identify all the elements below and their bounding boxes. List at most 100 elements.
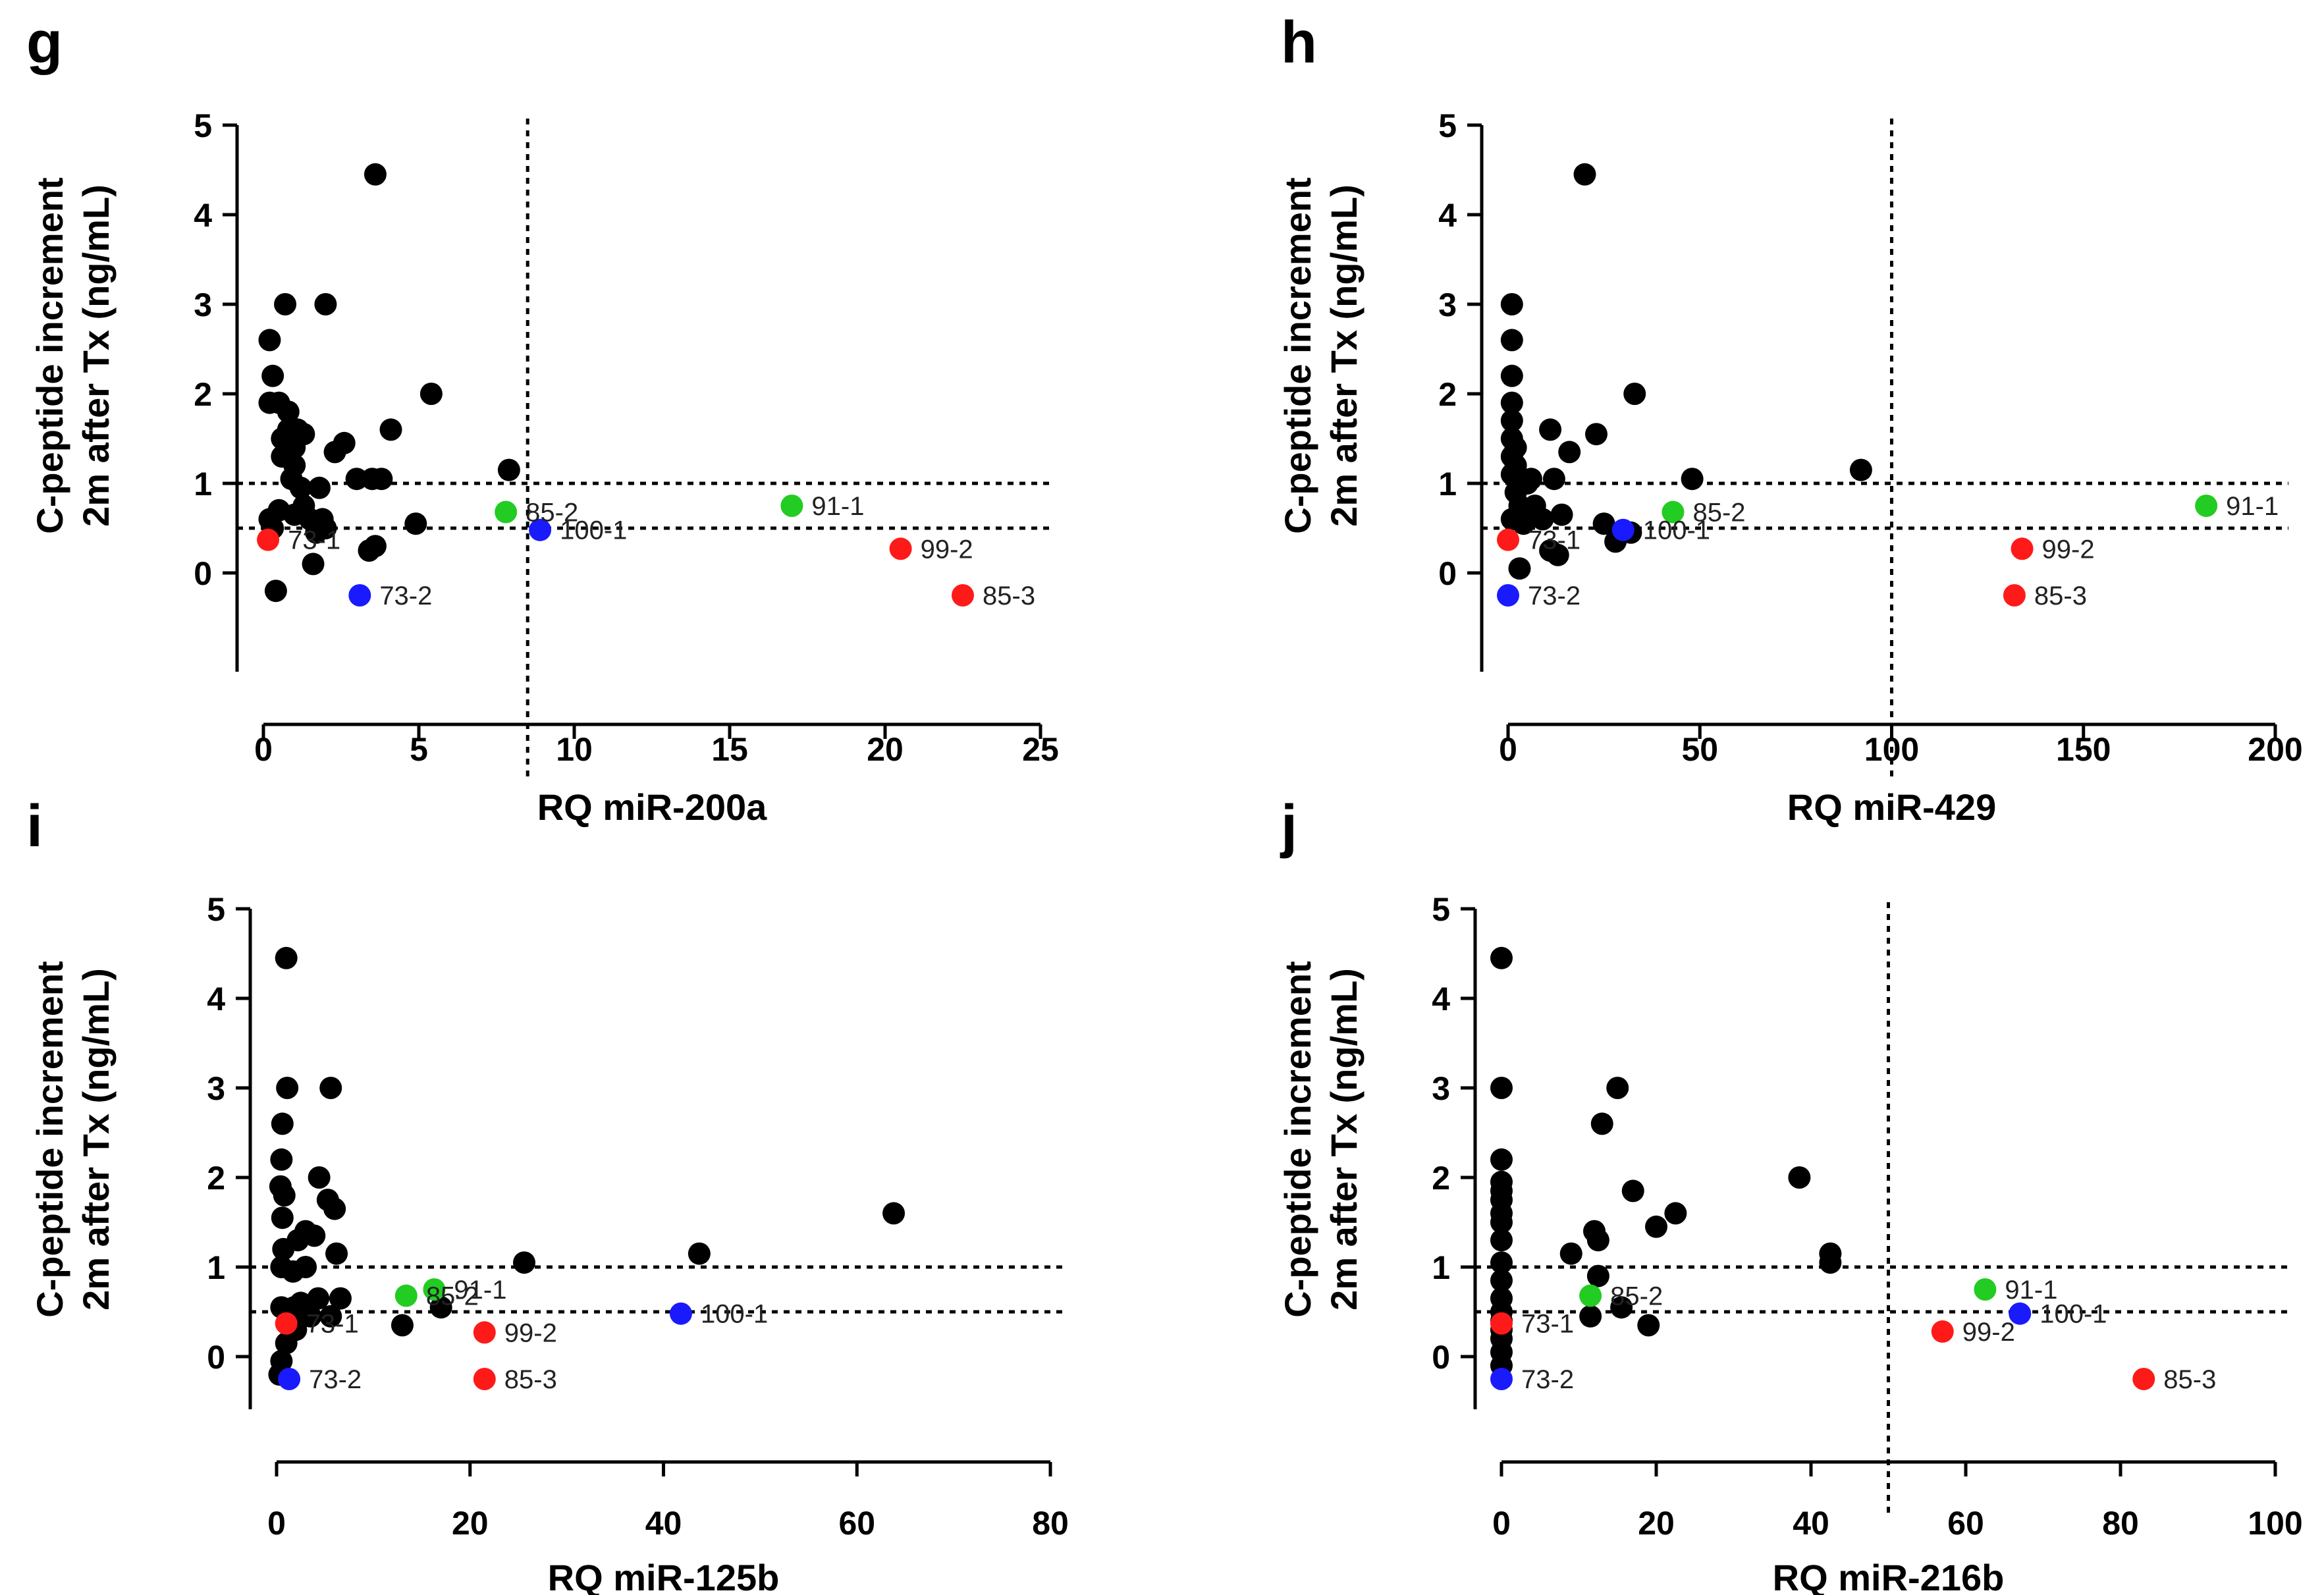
- panel-letter: h: [1281, 10, 1317, 76]
- point-label: 85-3: [2034, 581, 2087, 610]
- data-point-black: [314, 293, 337, 315]
- data-point-blue: [278, 1368, 301, 1390]
- y-axis-title: C-peptide increment 2m after Tx (ng/mL): [29, 177, 117, 533]
- data-point-black: [1610, 1296, 1633, 1319]
- y-axis-title-line: C-peptide increment: [1277, 177, 1318, 533]
- data-point-blue: [1611, 518, 1635, 541]
- data-point-black: [1579, 1305, 1602, 1328]
- data-point-black: [1819, 1251, 1842, 1274]
- x-tick-label: 150: [2056, 731, 2111, 768]
- data-point-black: [1500, 508, 1523, 531]
- y-tick-label: 0: [207, 1339, 225, 1376]
- y-tick-label: 3: [1438, 286, 1457, 323]
- y-tick-label: 3: [1432, 1070, 1450, 1107]
- data-point-black: [1788, 1166, 1811, 1189]
- y-axis-title-line: 2m after Tx (ng/mL): [75, 968, 117, 1311]
- x-tick-label: 60: [838, 1505, 875, 1542]
- point-label: 100-1: [1643, 516, 1710, 545]
- y-tick-label: 5: [194, 107, 212, 144]
- data-point-black: [1519, 468, 1542, 491]
- x-tick-label: 5: [410, 731, 428, 768]
- y-tick-label: 1: [1438, 466, 1457, 502]
- data-point-black: [1490, 1148, 1513, 1171]
- x-axis-title: RQ miR-200a: [537, 786, 767, 828]
- data-point-black: [258, 329, 281, 352]
- data-point-black: [429, 1296, 452, 1319]
- point-label: 73-2: [1521, 1365, 1574, 1394]
- x-tick-label: 10: [556, 731, 593, 768]
- data-point-green: [780, 495, 803, 517]
- data-point-black: [261, 364, 284, 387]
- point-label: 91-1: [811, 492, 864, 521]
- data-point-black: [292, 495, 315, 517]
- point-label: 91-1: [2005, 1276, 2057, 1305]
- x-axis-title: RQ miR-125b: [548, 1557, 780, 1595]
- data-point-black: [513, 1251, 535, 1274]
- data-point-black: [325, 1242, 348, 1265]
- x-tick-label: 200: [2248, 731, 2302, 768]
- data-point-black: [319, 1077, 342, 1099]
- data-point-black: [319, 1305, 342, 1328]
- data-point-black: [275, 946, 298, 969]
- data-point-black: [1586, 1264, 1609, 1287]
- data-point-red: [952, 584, 974, 607]
- data-point-black: [1558, 441, 1581, 464]
- point-label: 85-3: [983, 581, 1035, 610]
- data-point-black: [272, 1237, 295, 1260]
- data-point-black: [1621, 1179, 1644, 1203]
- point-label: 99-2: [504, 1318, 557, 1347]
- data-point-black: [379, 418, 402, 441]
- data-point-green: [394, 1284, 418, 1307]
- data-point-black: [1590, 1112, 1613, 1135]
- x-tick-label: 20: [867, 731, 904, 768]
- y-tick-label: 1: [194, 466, 212, 502]
- data-point-black: [308, 476, 331, 499]
- x-axis-title: RQ miR-216b: [1773, 1557, 2005, 1595]
- data-point-black: [1504, 454, 1527, 477]
- data-point-black: [1586, 1229, 1609, 1252]
- data-point-black: [1592, 512, 1615, 535]
- x-tick-label: 15: [711, 731, 748, 768]
- panel-i: i 0 1 2 3 4 5 0 20 40 60 80 85-291-1 73-1 73-2 99-2 85-3…: [26, 794, 1069, 1595]
- data-point-black: [1573, 163, 1596, 186]
- point-label: 91-1: [454, 1276, 506, 1305]
- point-label: 99-2: [921, 535, 973, 564]
- data-point-black: [1490, 946, 1513, 969]
- point-label: 91-1: [2226, 492, 2279, 521]
- point-label: 85-3: [2163, 1365, 2216, 1394]
- x-tick-label: 60: [1947, 1505, 1984, 1542]
- data-point-black: [264, 580, 287, 603]
- data-point-blue: [1490, 1368, 1513, 1390]
- y-tick-label: 0: [1438, 555, 1457, 592]
- data-point-black: [1637, 1314, 1660, 1337]
- data-point-blue: [669, 1302, 692, 1325]
- y-tick-label: 4: [207, 981, 225, 1017]
- point-label: 73-1: [1528, 526, 1581, 555]
- data-point-black: [1490, 1077, 1513, 1099]
- data-point-black: [1849, 458, 1872, 481]
- y-tick-label: 4: [1432, 981, 1450, 1017]
- data-point-black: [270, 1148, 293, 1171]
- point-label: 73-2: [379, 581, 432, 610]
- data-point-red: [1490, 1312, 1513, 1335]
- x-axis-title: RQ miR-429: [1787, 786, 1996, 828]
- y-axis-title-line: C-peptide increment: [1277, 961, 1318, 1317]
- point-label: 85-2: [426, 1282, 479, 1311]
- point-label: 85-2: [1692, 499, 1745, 527]
- data-point-black: [497, 458, 520, 481]
- data-point-blue: [2009, 1302, 2032, 1325]
- point-label: 73-2: [1528, 581, 1581, 610]
- point-label: 100-1: [2040, 1300, 2107, 1329]
- data-point-black: [1490, 1269, 1513, 1292]
- data-point-blue: [529, 518, 552, 541]
- point-label: 73-1: [288, 526, 340, 555]
- data-point-black: [1539, 418, 1562, 441]
- data-point-black: [1490, 1251, 1513, 1274]
- x-tick-label: 0: [1499, 731, 1517, 768]
- data-point-black: [370, 468, 393, 491]
- point-label: 73-1: [1521, 1310, 1574, 1339]
- data-point-black: [277, 400, 300, 423]
- data-point-black: [419, 383, 443, 405]
